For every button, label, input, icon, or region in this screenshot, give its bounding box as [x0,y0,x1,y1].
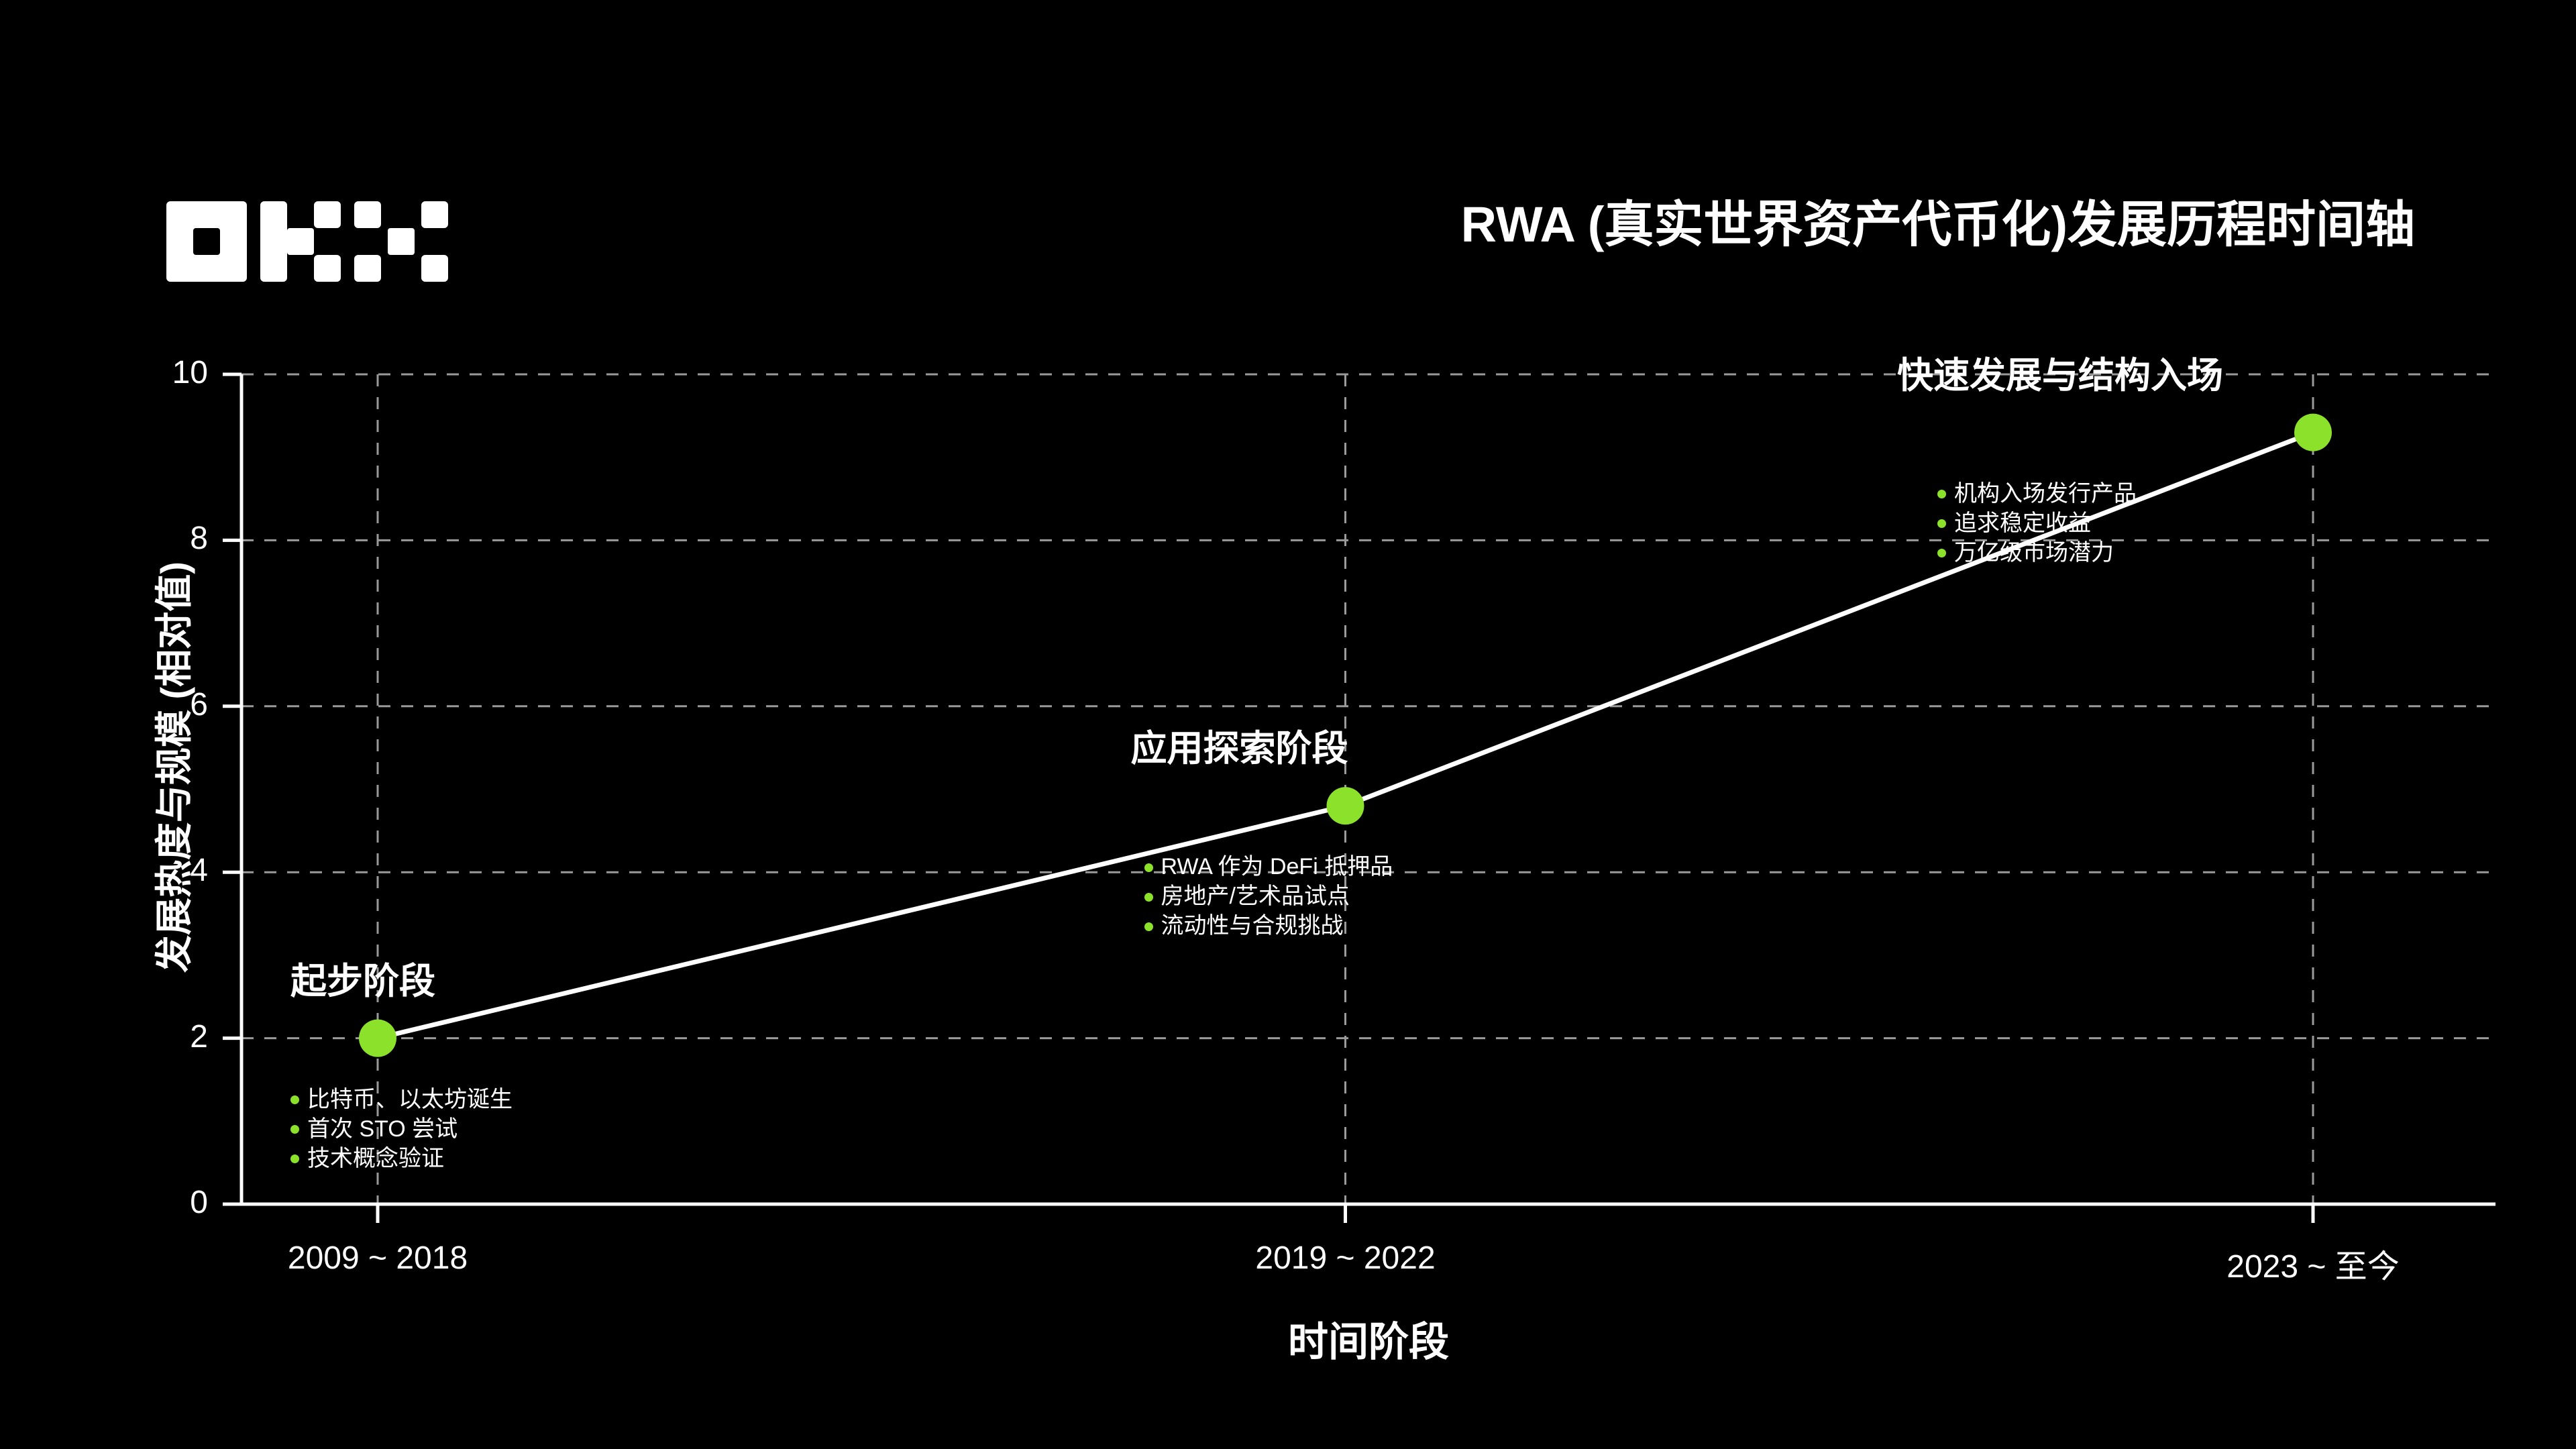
x-tick-label: 2009 ~ 2018 [287,1240,468,1276]
bullet-dot-icon [290,1095,299,1105]
bullet-label: 比特币、以太坊诞生 [307,1086,513,1112]
bullet-item: 追求稳定收益 [1937,509,2137,539]
stage-label: 起步阶段 [290,961,435,1002]
y-axis-title: 发展热度与规模 (相对值) [153,561,195,973]
data-point-marker [359,1019,396,1057]
bullet-dot-icon [1937,519,1946,529]
bullet-item: 机构入场发行产品 [1937,480,2137,509]
bullet-label: 房地产/艺术品试点 [1161,883,1350,910]
bullet-item: RWA 作为 DeFi 抵押品 [1144,853,1393,882]
stage-label: 应用探索阶段 [1130,729,1348,769]
bullet-dot-icon [1144,892,1153,902]
stage-bullet-list: RWA 作为 DeFi 抵押品 房地产/艺术品试点 流动性与合规挑战 [1144,853,1393,941]
page-title: RWA (真实世界资产代币化)发展历程时间轴 [1460,197,2415,252]
x-axis-title: 时间阶段 [1288,1320,1449,1364]
data-point-marker [2294,413,2332,451]
bullet-label: RWA 作为 DeFi 抵押品 [1161,854,1393,880]
bullet-item: 首次 STO 尝试 [290,1115,513,1144]
bullet-dot-icon [1144,922,1153,931]
bullet-item: 技术概念验证 [290,1144,513,1174]
data-markers [359,413,2332,1057]
axis-tick-marks [223,372,2315,1223]
bullet-dot-icon [1937,549,1946,558]
x-tick-label: 2023 ~ 至今 [2226,1249,2400,1285]
bullet-label: 首次 STO 尝试 [307,1116,458,1142]
bullet-label: 追求稳定收益 [1954,510,2091,536]
stage-bullet-list: 比特币、以太坊诞生 首次 STO 尝试 技术概念验证 [290,1085,513,1174]
bullet-dot-icon [1144,863,1153,872]
stage-label: 快速发展与结构入场 [1897,355,2223,396]
x-tick-label: 2019 ~ 2022 [1255,1240,1436,1276]
bullet-label: 流动性与合规挑战 [1161,913,1344,939]
bullet-item: 万亿级市场潜力 [1937,539,2137,568]
data-point-marker [1326,787,1364,825]
bullet-label: 机构入场发行产品 [1954,480,2137,506]
bullet-item: 流动性与合规挑战 [1144,912,1393,941]
okx-logo [166,201,448,282]
axis-spines [239,374,2496,1206]
bullet-label: 技术概念验证 [307,1145,444,1171]
bullet-item: 比特币、以太坊诞生 [290,1085,513,1115]
bullet-dot-icon [1937,490,1946,499]
bullet-item: 房地产/艺术品试点 [1144,882,1393,912]
bullet-dot-icon [290,1125,299,1134]
bullet-label: 万亿级市场潜力 [1954,539,2114,566]
stage-bullet-list: 机构入场发行产品 追求稳定收益 万亿级市场潜力 [1937,480,2137,568]
gridlines [241,373,2496,1205]
bullet-dot-icon [290,1155,299,1164]
